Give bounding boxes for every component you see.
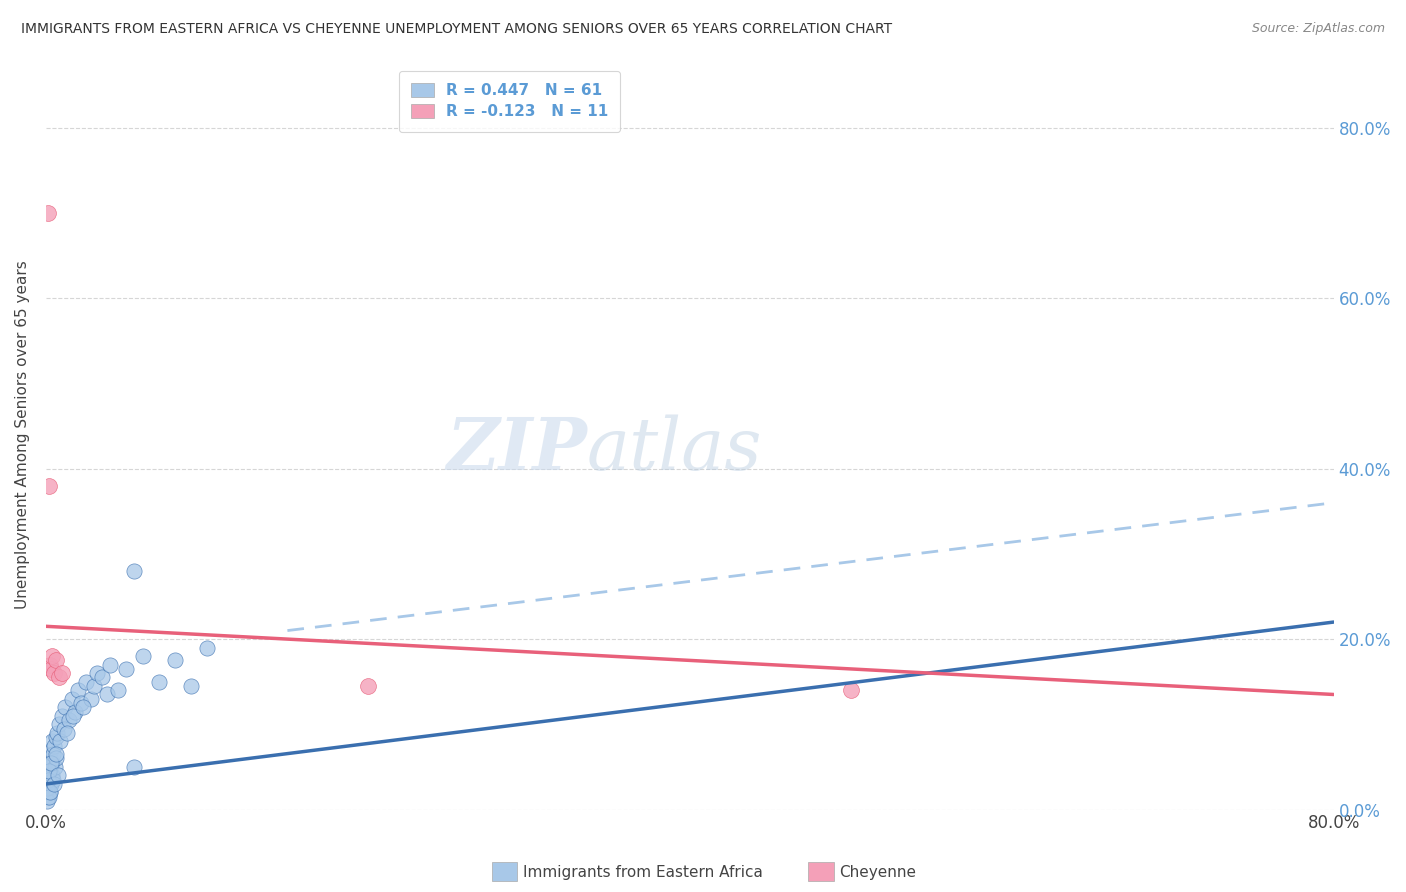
Point — [35, 794, 58, 808]
Point — [39, 751, 62, 765]
Point — [96, 688, 118, 702]
Point — [91, 670, 114, 684]
Point — [38, 772, 60, 787]
Point — [42, 772, 65, 787]
Point — [42, 777, 65, 791]
Point — [37, 781, 59, 796]
Point — [35, 785, 58, 799]
Point — [83, 679, 105, 693]
Point — [38, 785, 60, 799]
Point — [38, 789, 60, 804]
Point — [46, 768, 69, 782]
Point — [38, 479, 60, 493]
Point — [131, 649, 153, 664]
Point — [67, 683, 90, 698]
Point — [37, 206, 59, 220]
Point — [39, 756, 62, 770]
Point — [180, 679, 202, 693]
Y-axis label: Unemployment Among Seniors over 65 years: Unemployment Among Seniors over 65 years — [15, 260, 30, 609]
Point — [49, 734, 72, 748]
Point — [37, 789, 59, 804]
Point — [42, 739, 65, 753]
Point — [42, 747, 65, 761]
Point — [148, 674, 170, 689]
Text: Immigrants from Eastern Africa: Immigrants from Eastern Africa — [523, 865, 763, 880]
Legend: R = 0.447   N = 61, R = -0.123   N = 11: R = 0.447 N = 61, R = -0.123 N = 11 — [399, 71, 620, 132]
Point — [56, 726, 79, 740]
Point — [41, 734, 63, 748]
Point — [70, 696, 93, 710]
Point — [48, 670, 70, 684]
Point — [107, 683, 129, 698]
Point — [39, 764, 62, 779]
Point — [41, 756, 63, 770]
Point — [45, 747, 67, 761]
Point — [75, 674, 97, 689]
Point — [41, 768, 63, 782]
Point — [86, 666, 108, 681]
Point — [39, 785, 62, 799]
Point — [357, 679, 380, 693]
Point — [39, 777, 62, 791]
Point — [38, 760, 60, 774]
Text: Cheyenne: Cheyenne — [839, 865, 917, 880]
Point — [72, 700, 94, 714]
Text: atlas: atlas — [586, 414, 762, 485]
Point — [52, 722, 75, 736]
Point — [62, 708, 84, 723]
Point — [163, 653, 186, 667]
Point — [839, 683, 862, 698]
Point — [53, 700, 76, 714]
Point — [39, 662, 62, 676]
Point — [37, 772, 59, 787]
Point — [46, 726, 69, 740]
Point — [39, 743, 62, 757]
Point — [51, 666, 73, 681]
Text: Source: ZipAtlas.com: Source: ZipAtlas.com — [1251, 22, 1385, 36]
Point — [58, 713, 80, 727]
Point — [115, 662, 138, 676]
Point — [63, 705, 86, 719]
Point — [42, 666, 65, 681]
Point — [80, 691, 103, 706]
Point — [38, 764, 60, 779]
Point — [44, 760, 66, 774]
Point — [37, 781, 59, 796]
Point — [45, 751, 67, 765]
Point — [37, 777, 59, 791]
Point — [48, 717, 70, 731]
Point — [60, 691, 83, 706]
Point — [51, 708, 73, 723]
Point — [195, 640, 218, 655]
Point — [98, 657, 121, 672]
Point — [45, 730, 67, 744]
Text: ZIP: ZIP — [446, 414, 586, 485]
Point — [39, 657, 62, 672]
Point — [124, 760, 146, 774]
Point — [45, 653, 67, 667]
Point — [124, 564, 146, 578]
Point — [41, 649, 63, 664]
Point — [37, 768, 59, 782]
Text: IMMIGRANTS FROM EASTERN AFRICA VS CHEYENNE UNEMPLOYMENT AMONG SENIORS OVER 65 YE: IMMIGRANTS FROM EASTERN AFRICA VS CHEYEN… — [21, 22, 893, 37]
